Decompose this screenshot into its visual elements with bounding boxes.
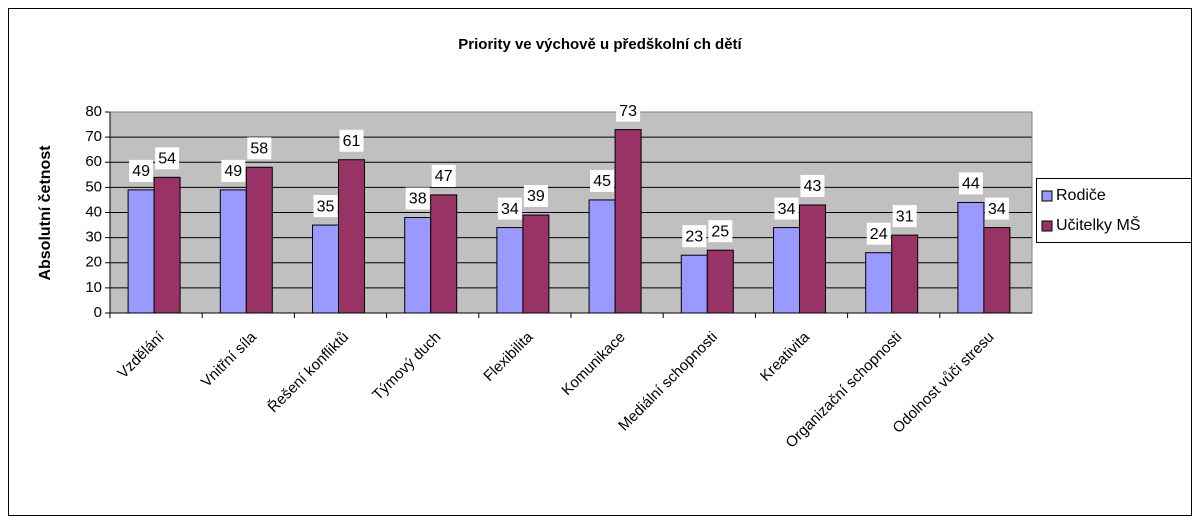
y-tick-label: 0 [94,304,102,321]
legend-swatch [1041,220,1053,232]
value-label-box [339,129,364,152]
bar [522,214,550,314]
value-label: 38 [409,191,427,208]
bar [496,227,524,314]
value-label-box [708,220,733,243]
value-label: 73 [619,103,637,120]
value-label: 49 [224,163,242,180]
value-label: 54 [158,151,176,168]
chart-title: Priority ve výchově u předškolní ch dětí [458,36,742,53]
bar [127,189,155,314]
value-label: 31 [896,208,914,225]
bar [865,252,893,314]
value-label-box [774,197,799,220]
value-label: 49 [132,163,150,180]
value-label: 25 [711,223,729,240]
value-label: 34 [778,201,796,218]
y-tick-label: 70 [85,128,102,145]
y-tick-label: 80 [85,103,102,120]
value-label: 24 [870,226,888,243]
value-label-box [221,159,246,182]
value-label: 23 [685,228,703,245]
y-axis-title: Absolutní četnost [37,145,54,281]
bar [680,254,708,314]
legend-label: Rodiče [1056,187,1106,204]
value-label-box [682,225,707,248]
y-tick-label: 20 [85,254,102,271]
y-tick-label: 30 [85,229,102,246]
value-label-box [155,147,180,170]
legend-label: Učitelky MŠ [1056,215,1140,234]
value-label: 34 [988,201,1006,218]
bar [773,227,800,314]
value-label: 44 [962,176,980,193]
value-label-box [866,222,891,245]
value-label: 39 [527,188,545,205]
bar [706,249,734,314]
bar [891,234,919,314]
value-label-box [958,172,983,195]
legend-box [1036,178,1192,243]
value-label-box [129,159,154,182]
bar [957,201,985,314]
bar [983,227,1011,314]
y-tick-label: 50 [85,178,102,195]
value-label-box [313,195,338,218]
value-label-box [616,99,641,122]
value-label-box [984,197,1009,220]
bar [430,194,458,314]
value-label-box [800,174,825,197]
value-label-box [405,187,430,210]
value-label-box [892,205,917,228]
bar [312,224,339,314]
bar [153,176,181,314]
bar [404,217,432,314]
bar [588,199,616,314]
bar [338,159,365,314]
bar [799,204,826,314]
value-label-box [523,185,548,208]
bar [219,189,247,314]
value-label-box [590,169,615,192]
value-label-box [431,164,456,187]
value-label: 43 [804,178,822,195]
bar [245,166,273,314]
bar [614,129,642,314]
value-label-box [497,197,522,220]
legend-swatch [1041,190,1053,202]
y-tick-label: 10 [85,279,102,296]
value-label: 35 [317,198,335,215]
value-label-box [247,137,272,160]
value-label: 61 [343,133,361,150]
y-tick-label: 60 [85,153,102,170]
value-label: 47 [435,168,453,185]
value-label: 58 [250,140,268,157]
value-label: 45 [593,173,611,190]
value-label: 34 [501,201,519,218]
y-tick-label: 40 [85,203,102,220]
